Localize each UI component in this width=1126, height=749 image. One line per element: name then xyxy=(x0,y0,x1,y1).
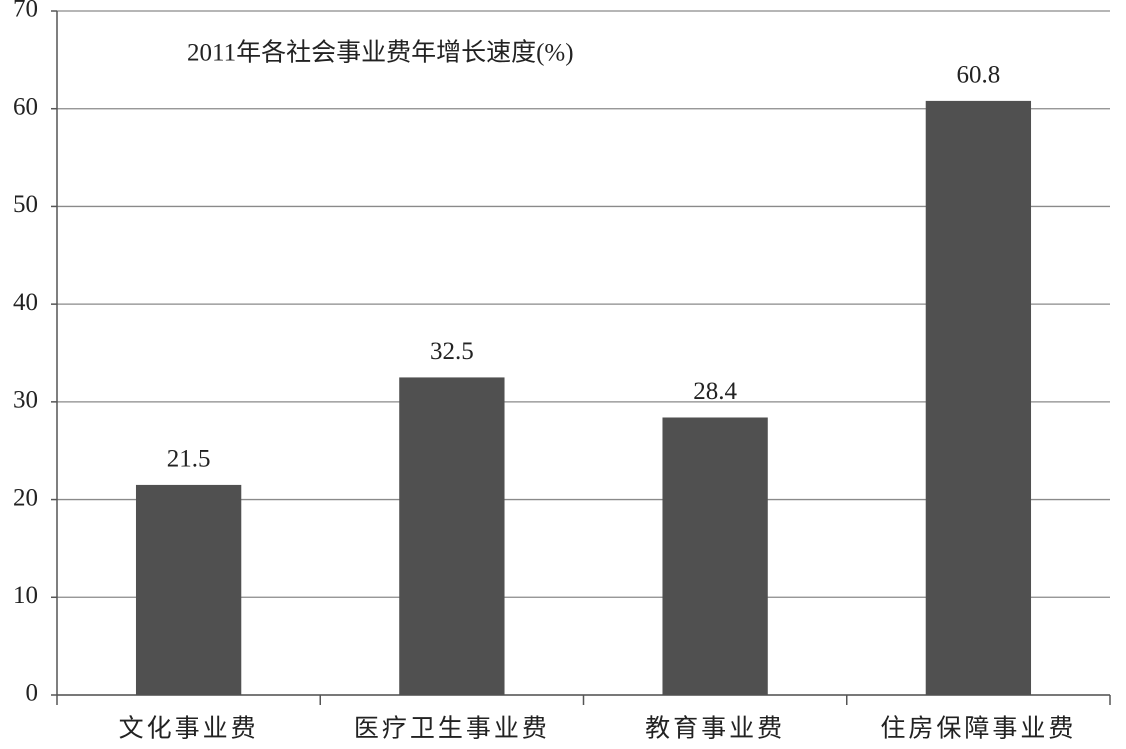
y-tick-label: 10 xyxy=(13,582,38,609)
bar xyxy=(135,484,242,695)
x-tick-label: 住房保障事业费 xyxy=(880,715,1076,743)
data-label: 28.4 xyxy=(693,378,737,405)
y-tick-label: 20 xyxy=(13,484,38,511)
x-tick-label: 文化事业费 xyxy=(119,715,259,743)
y-tick-label: 40 xyxy=(13,289,38,316)
data-label: 60.8 xyxy=(957,62,1001,89)
data-label: 32.5 xyxy=(430,338,474,365)
y-tick-label: 0 xyxy=(26,680,39,707)
x-tick-label: 医疗卫生事业费 xyxy=(354,715,550,743)
x-tick-label: 教育事业费 xyxy=(645,715,785,743)
bar xyxy=(925,100,1032,695)
y-tick-label: 70 xyxy=(13,0,38,23)
bar xyxy=(399,377,505,695)
y-tick-label: 50 xyxy=(13,191,38,218)
chart-title: 2011年各社会事业费年增长速度(%) xyxy=(187,39,574,67)
y-tick-label: 30 xyxy=(13,387,38,414)
data-label: 21.5 xyxy=(167,446,211,473)
bar xyxy=(662,417,768,695)
y-tick-label: 60 xyxy=(13,93,38,120)
